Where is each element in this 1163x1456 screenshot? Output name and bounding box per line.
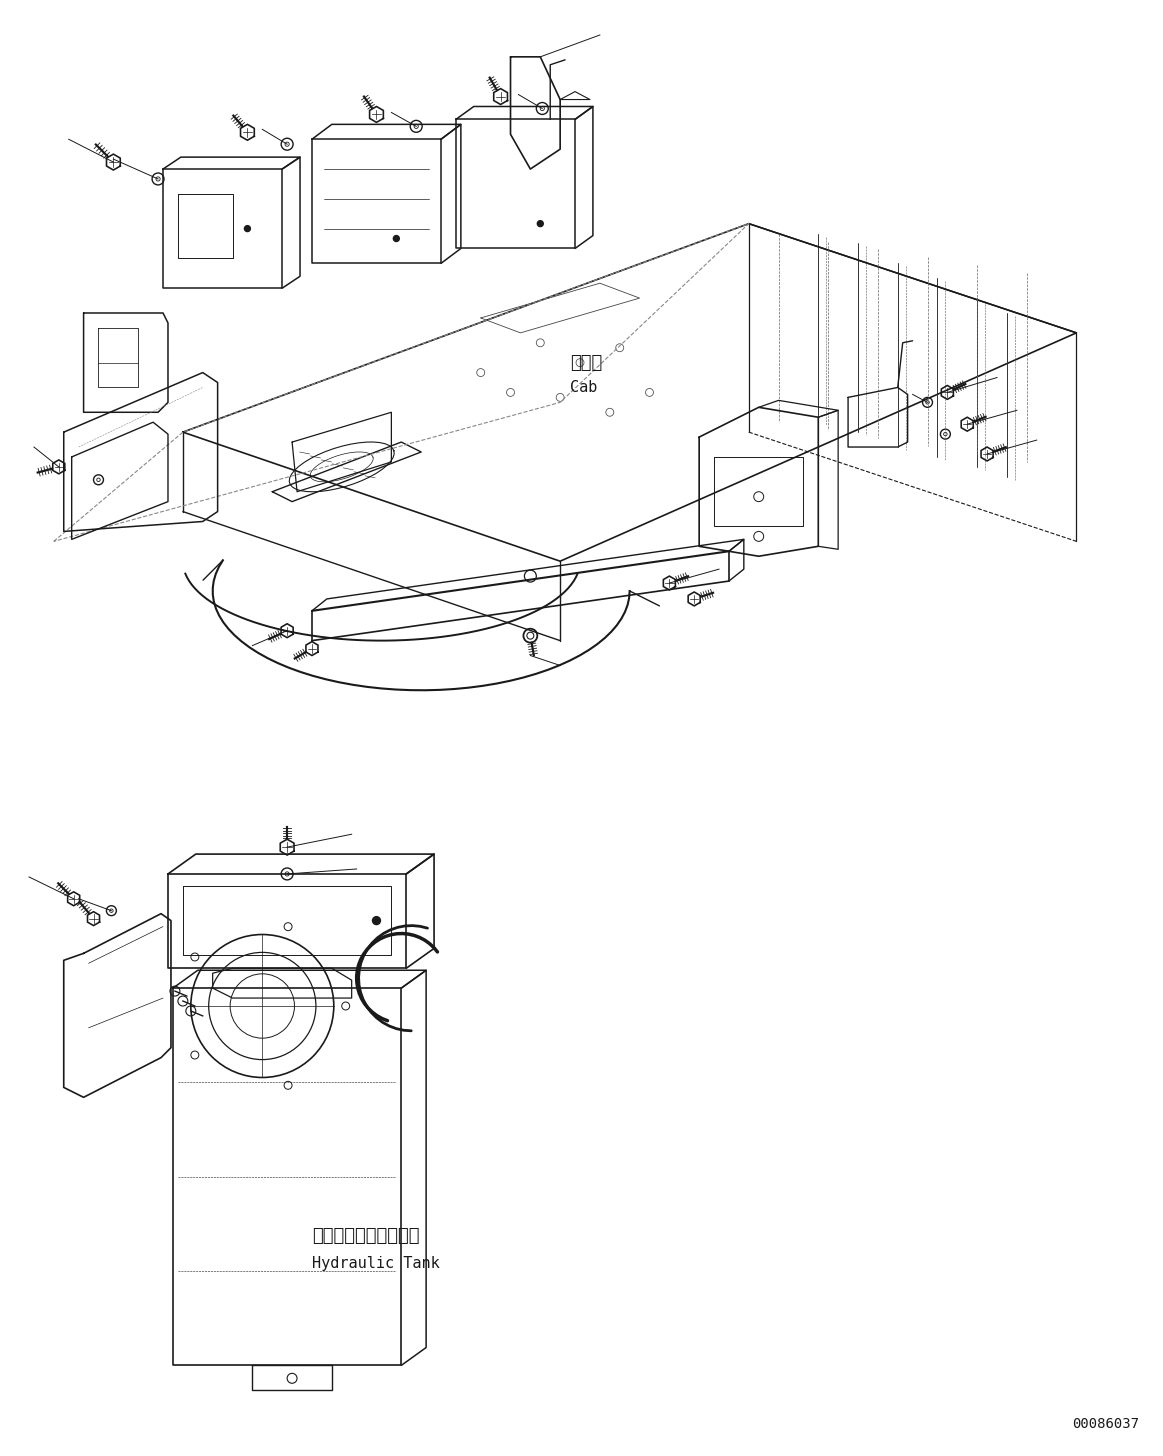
- Circle shape: [537, 221, 543, 227]
- Circle shape: [244, 226, 250, 232]
- Circle shape: [393, 236, 399, 242]
- Text: キャブ: キャブ: [570, 354, 602, 371]
- Text: 00086037: 00086037: [1072, 1417, 1139, 1431]
- Text: ハイドロリックタンク: ハイドロリックタンク: [312, 1227, 420, 1245]
- Text: Cab: Cab: [570, 380, 598, 395]
- Circle shape: [372, 917, 380, 925]
- Text: Hydraulic Tank: Hydraulic Tank: [312, 1255, 440, 1271]
